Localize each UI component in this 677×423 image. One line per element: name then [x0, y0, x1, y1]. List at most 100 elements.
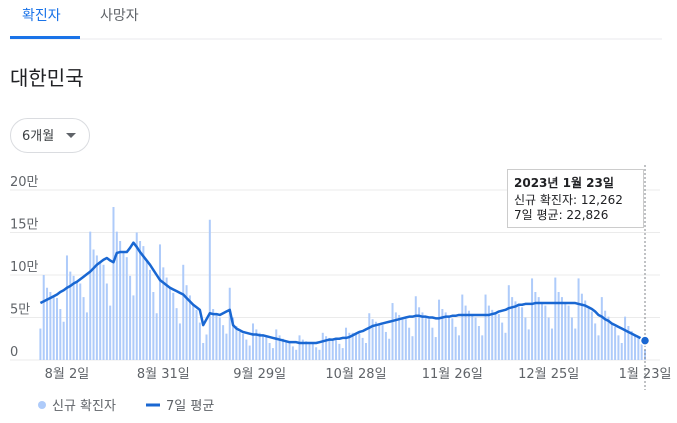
- bar: [627, 326, 630, 360]
- bar: [507, 285, 510, 360]
- bar: [185, 285, 188, 360]
- bar: [129, 275, 132, 360]
- legend-label: 7일 평균: [166, 399, 214, 414]
- bar: [630, 331, 633, 360]
- bar: [534, 292, 537, 360]
- bar: [527, 329, 530, 360]
- bar: [178, 323, 181, 360]
- dropdown-caret[interactable]: [66, 133, 76, 138]
- tooltip-line: 7일 평균: 22,826: [514, 208, 608, 222]
- bar: [624, 316, 627, 360]
- bar: [494, 313, 497, 360]
- bar: [115, 231, 118, 360]
- bar: [331, 339, 334, 360]
- bar: [168, 287, 171, 360]
- bar: [188, 295, 191, 360]
- bar: [175, 308, 178, 360]
- bar: [620, 343, 623, 360]
- bar: [345, 327, 348, 360]
- bar: [554, 277, 557, 360]
- bar: [441, 309, 444, 360]
- bar: [594, 323, 597, 360]
- bar: [109, 305, 112, 360]
- bar: [258, 332, 261, 360]
- bar: [491, 309, 494, 360]
- tab[interactable]: 사망자: [100, 8, 139, 24]
- bar: [235, 326, 238, 360]
- bar: [325, 336, 328, 360]
- bar: [640, 343, 643, 360]
- legend-marker: [38, 401, 46, 409]
- tooltip-line: 신규 확진자: 12,262: [514, 193, 623, 207]
- bar: [62, 321, 65, 360]
- range-dropdown[interactable]: [10, 118, 90, 153]
- bar: [371, 319, 374, 360]
- bar: [391, 303, 394, 360]
- bar: [467, 310, 470, 360]
- bar: [607, 316, 610, 360]
- bar: [604, 310, 607, 360]
- bar: [79, 283, 82, 360]
- bar: [411, 336, 414, 360]
- bar: [195, 309, 198, 360]
- bar: [354, 333, 357, 360]
- tab-active[interactable]: 확진자: [22, 8, 61, 24]
- bar: [56, 297, 59, 360]
- bar: [278, 335, 281, 360]
- bar: [537, 297, 540, 360]
- bar: [135, 232, 138, 360]
- bar: [288, 343, 291, 360]
- bar: [46, 287, 49, 360]
- tab-underline: [10, 36, 80, 39]
- bar: [577, 278, 580, 360]
- bar: [321, 332, 324, 360]
- bar: [497, 314, 500, 360]
- bar: [301, 339, 304, 360]
- bar: [358, 333, 361, 360]
- bar: [574, 328, 577, 360]
- bar: [338, 343, 341, 360]
- bar: [318, 349, 321, 360]
- bar: [434, 337, 437, 360]
- bar: [268, 343, 271, 360]
- bar: [298, 335, 301, 360]
- x-tick-label: 11월 26일: [422, 367, 483, 382]
- bar: [481, 335, 484, 360]
- bar: [75, 281, 78, 360]
- bar: [471, 314, 474, 360]
- y-tick-label: 20만: [10, 175, 39, 190]
- range-label[interactable]: 6개월: [22, 129, 54, 144]
- bar: [514, 301, 517, 360]
- bar: [438, 299, 441, 360]
- bar: [222, 325, 225, 360]
- bar: [544, 305, 547, 360]
- bar: [541, 303, 544, 360]
- tooltip-date: 2023년 1월 23일: [514, 175, 614, 190]
- bar: [218, 317, 221, 360]
- bar: [198, 322, 201, 360]
- bar: [610, 323, 613, 360]
- bar: [637, 337, 640, 360]
- bar: [65, 255, 68, 360]
- bar: [487, 305, 490, 360]
- bar: [105, 283, 108, 360]
- bar: [245, 339, 248, 360]
- bar: [444, 312, 447, 360]
- y-tick-label: 15만: [10, 218, 39, 233]
- bar: [504, 332, 507, 360]
- bar: [252, 323, 255, 360]
- x-tick-label: 9월 29일: [233, 367, 286, 382]
- bar: [295, 349, 298, 360]
- bar: [451, 318, 454, 360]
- bar: [408, 327, 411, 360]
- bar: [550, 328, 553, 360]
- bar: [59, 309, 62, 360]
- bar: [404, 319, 407, 360]
- bar: [89, 231, 92, 360]
- bar: [52, 296, 55, 360]
- bar: [212, 309, 215, 360]
- bar: [424, 316, 427, 360]
- bar: [634, 335, 637, 360]
